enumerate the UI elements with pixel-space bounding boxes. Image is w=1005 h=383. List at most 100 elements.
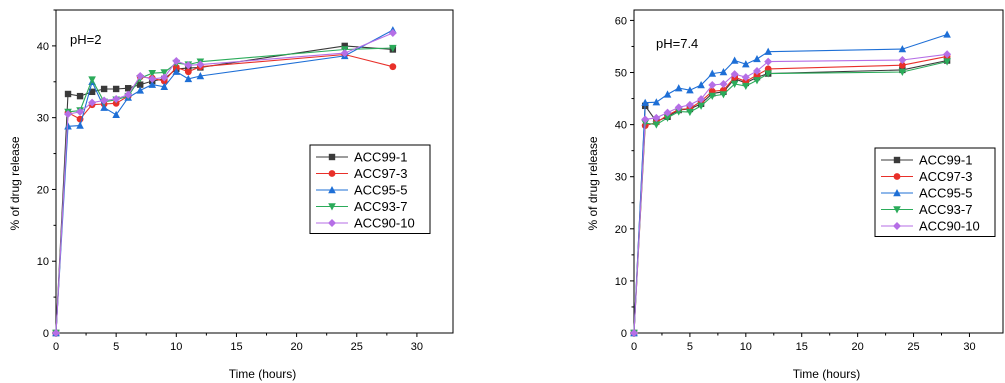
x-tick-label: 15 <box>230 341 242 353</box>
data-point <box>641 115 650 124</box>
data-point <box>652 98 661 106</box>
data-point <box>52 329 60 337</box>
data-point <box>341 42 348 50</box>
data-point <box>641 98 649 106</box>
data-point <box>184 61 193 70</box>
data-point <box>100 85 108 93</box>
data-point <box>64 122 72 130</box>
data-point <box>719 79 728 88</box>
x-tick-label: 0 <box>631 341 637 353</box>
data-point <box>184 68 192 76</box>
x-axis-title: Time (hours) <box>229 367 297 381</box>
data-point <box>719 91 728 99</box>
data-point <box>196 60 205 69</box>
data-point <box>196 72 205 80</box>
data-point <box>898 45 907 53</box>
data-point <box>686 86 694 94</box>
x-tick-label: 5 <box>113 341 119 353</box>
x-tick-label: 30 <box>963 341 975 353</box>
data-point <box>172 64 180 71</box>
legend-marker <box>328 170 336 177</box>
data-point <box>708 69 717 77</box>
plot-frame <box>55 9 454 334</box>
plot-frame <box>633 9 1004 334</box>
data-point <box>76 121 84 129</box>
legend-marker <box>893 222 901 230</box>
y-tick-label: 0 <box>621 328 627 340</box>
data-point <box>88 88 96 96</box>
data-point <box>137 81 144 88</box>
data-point <box>674 108 683 116</box>
series-ACC93-7 <box>630 58 951 337</box>
y-tick-label: 20 <box>615 224 627 236</box>
chart-ph2: 0 5 10 15 20 25 30 0 10 20 30 40 Time (hours) % of dr… <box>8 9 454 381</box>
data-point <box>389 44 397 53</box>
legend-entry-label: ACC93-7 <box>354 199 407 214</box>
data-point <box>112 95 121 104</box>
data-point <box>184 74 193 83</box>
legend-marker <box>893 206 901 214</box>
y-tick-label: 20 <box>37 184 49 196</box>
legend-marker <box>893 156 901 164</box>
legend-entry-label: ACC95-5 <box>919 186 972 201</box>
data-point <box>124 85 132 92</box>
legend-entry-label: ACC99-1 <box>354 150 407 165</box>
data-point <box>898 68 907 76</box>
x-tick-label: 30 <box>411 341 423 353</box>
data-point <box>708 81 717 90</box>
data-point <box>943 50 952 59</box>
data-point <box>172 67 181 75</box>
data-point <box>388 28 397 37</box>
y-tick-label: 40 <box>615 120 627 132</box>
y-tick-label: 40 <box>37 41 49 53</box>
legend-entry-label: ACC93-7 <box>919 202 972 217</box>
legend-entry-label: ACC99-1 <box>919 153 972 168</box>
data-point <box>730 56 739 64</box>
data-point <box>898 56 907 65</box>
data-point <box>340 49 349 58</box>
y-tick-label: 10 <box>615 276 627 288</box>
legend-marker <box>328 153 336 161</box>
data-point <box>148 74 157 83</box>
data-point <box>943 30 951 38</box>
legend-marker <box>893 189 901 197</box>
y-tick-label: 60 <box>615 15 627 27</box>
data-point <box>708 92 717 100</box>
chart-ph7-4: 0 5 10 15 20 25 30 0 10 20 30 40 50 60 Time (hours) % o… <box>586 9 1004 381</box>
data-point <box>76 107 85 116</box>
data-point <box>741 73 750 82</box>
data-point <box>64 90 72 98</box>
legend-entry-label: ACC97-3 <box>354 166 407 181</box>
x-axis-title: Time (hours) <box>793 367 861 381</box>
data-point <box>753 77 761 85</box>
y-tick-label: 50 <box>615 68 627 80</box>
x-tick-label: 20 <box>852 341 864 353</box>
legend-entry-label: ACC97-3 <box>919 169 972 184</box>
data-point <box>753 54 761 63</box>
data-point <box>136 72 145 81</box>
x-tick-label: 20 <box>290 341 302 353</box>
data-point <box>730 70 739 79</box>
series-ACC90-10 <box>52 28 397 337</box>
y-tick-label: 0 <box>43 328 49 340</box>
data-point <box>742 60 750 68</box>
data-point <box>88 76 96 84</box>
y-tick-label: 30 <box>37 113 49 125</box>
data-point <box>124 90 133 99</box>
x-tick-label: 25 <box>907 341 919 353</box>
y-tick-label: 10 <box>37 256 49 268</box>
data-point <box>148 69 157 78</box>
data-point <box>652 113 661 122</box>
legend-entry-label: ACC95-5 <box>354 183 407 198</box>
data-point <box>76 92 84 100</box>
data-point <box>764 70 772 78</box>
data-point <box>764 57 773 66</box>
x-tick-label: 0 <box>53 341 59 353</box>
data-point <box>112 85 120 93</box>
data-point <box>730 80 739 88</box>
data-point <box>160 73 169 82</box>
data-point <box>160 82 169 91</box>
y-tick-label: 30 <box>615 172 627 184</box>
